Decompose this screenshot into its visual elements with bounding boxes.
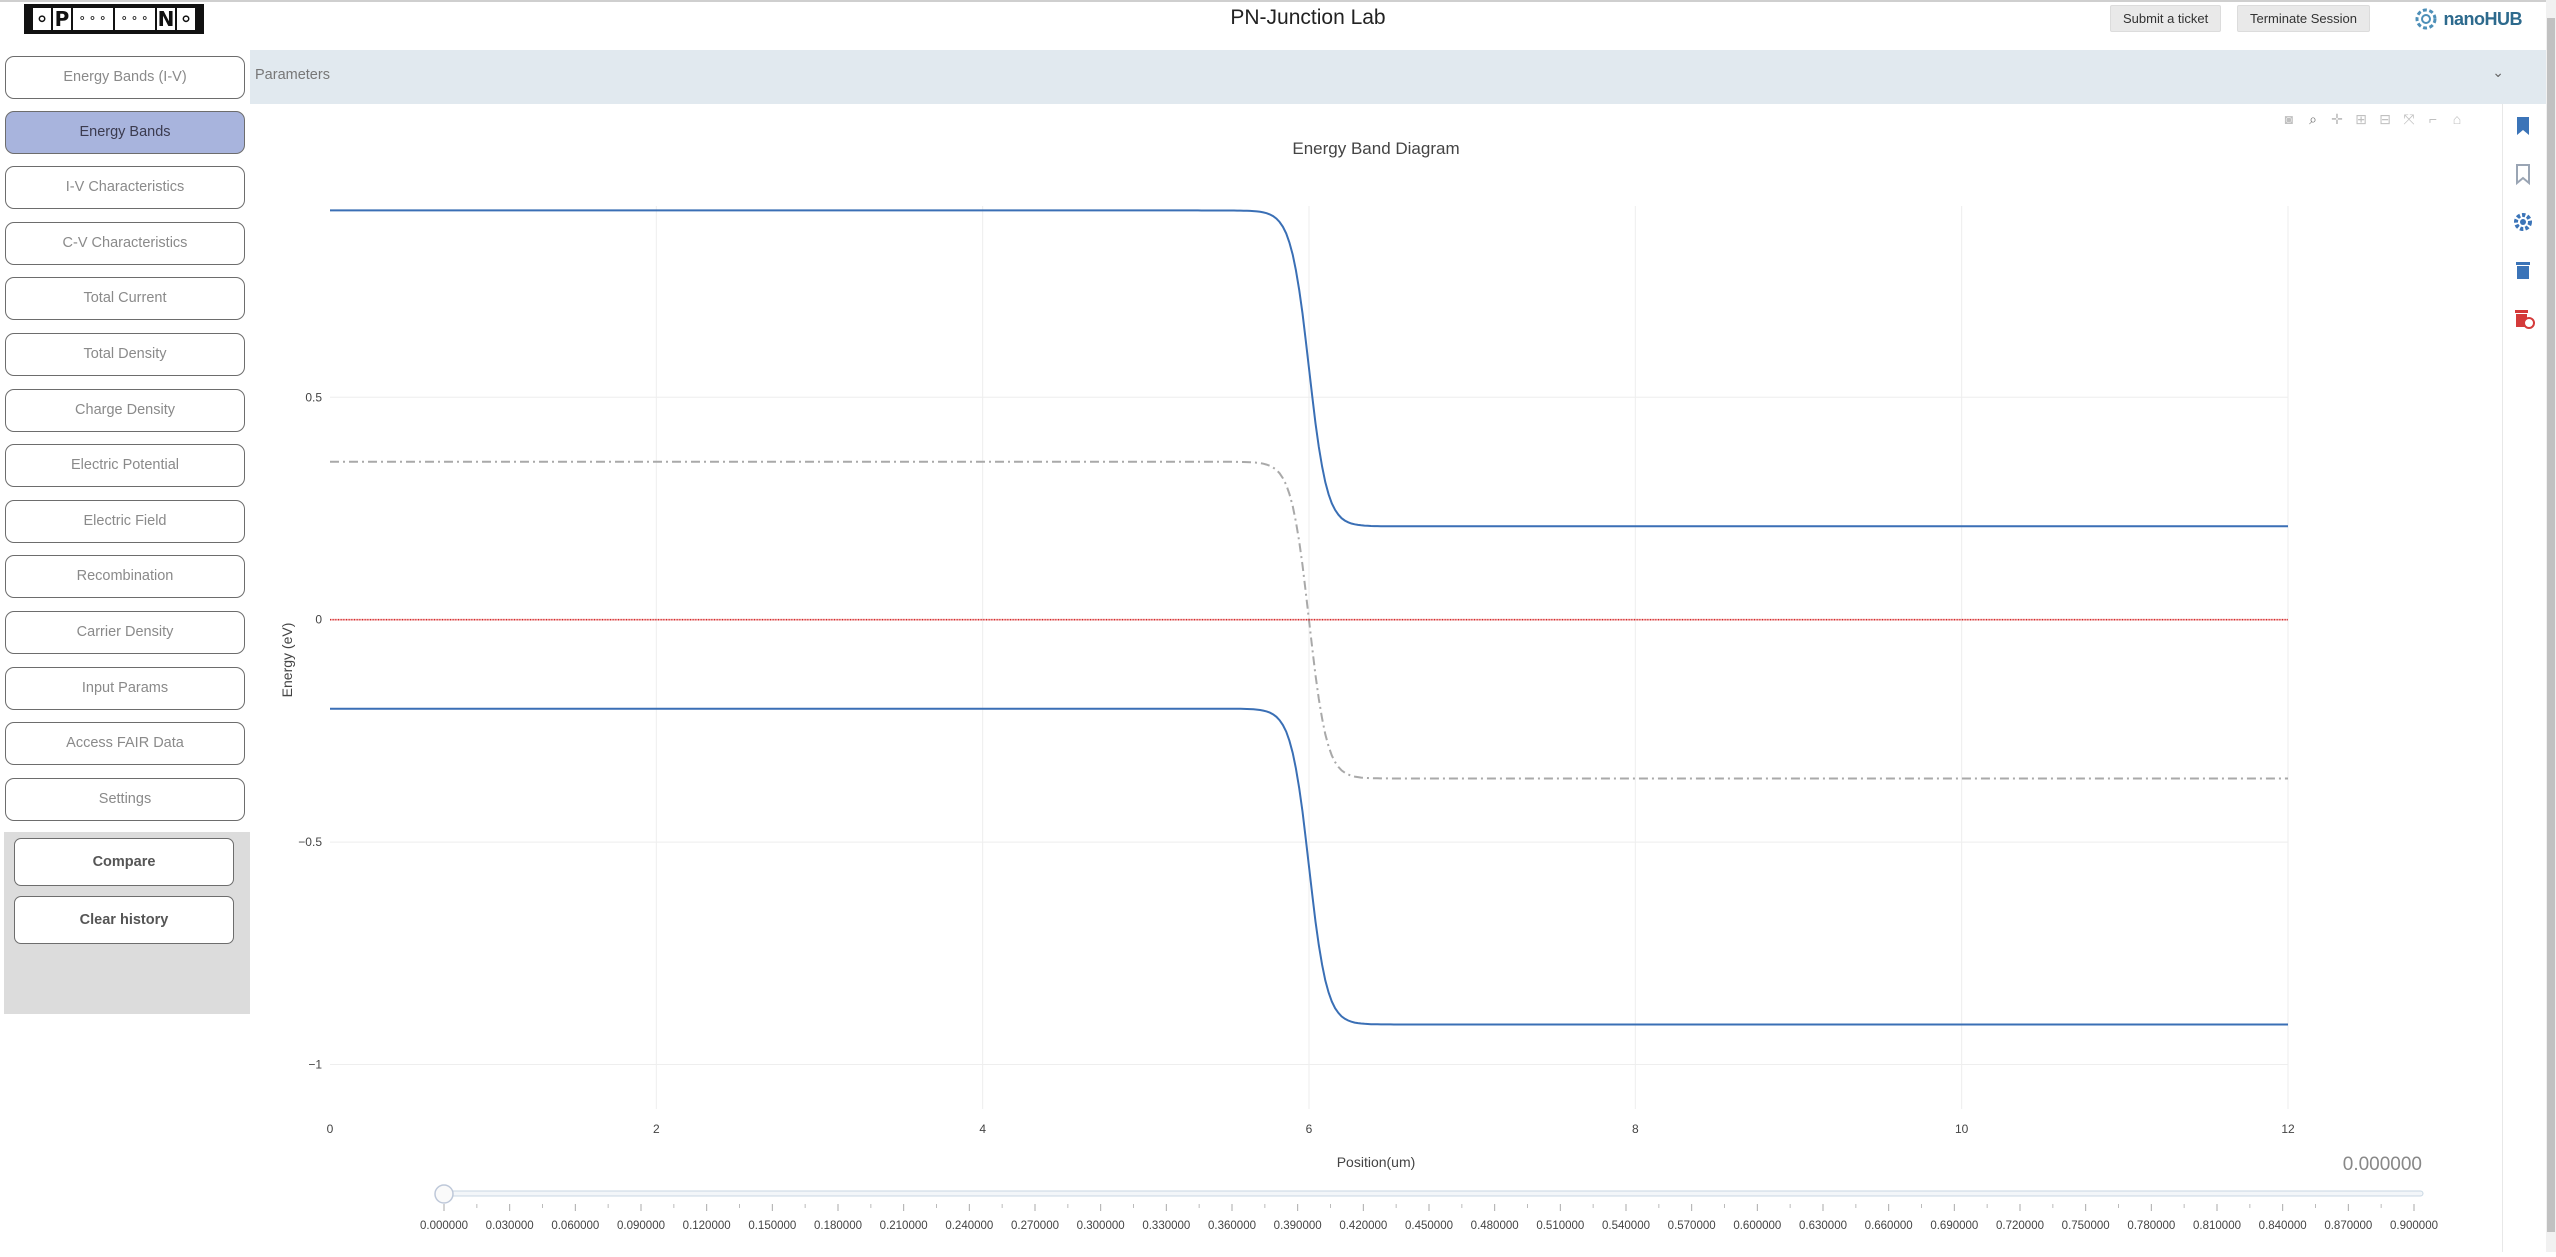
slider-tick-label: 0.240000 (945, 1220, 993, 1232)
slider-tick-label: 0.810000 (2193, 1220, 2241, 1232)
parameters-accordion[interactable]: Parameters ⌄ (250, 50, 2546, 104)
slider-tick-label: 0.090000 (617, 1220, 665, 1232)
slider-tick-label: 0.270000 (1011, 1220, 1059, 1232)
slider-tick-label: 0.840000 (2259, 1220, 2307, 1232)
y-tick-label: 0 (315, 613, 322, 627)
y-axis-label: Energy (eV) (279, 623, 295, 698)
sidebar-item-iv-characteristics[interactable]: I-V Characteristics (5, 166, 245, 209)
pan-icon[interactable]: ✛ (2328, 110, 2346, 128)
x-tick-label: 12 (2281, 1122, 2295, 1136)
slider-ticks: 0.000000 0.030000 0.060000 0.090000 0.120000… (420, 1204, 2438, 1232)
slider-tick-label: 0.630000 (1799, 1220, 1847, 1232)
sidebar-item-charge-density[interactable]: Charge Density (5, 389, 245, 432)
page-scrollbar[interactable] (2546, 0, 2556, 1252)
zoom-icon[interactable]: ⌕ (2304, 110, 2322, 128)
camera-icon[interactable]: ◙ (2280, 110, 2298, 128)
trash-clock-icon[interactable] (2511, 306, 2535, 330)
slider-tick-label: 0.000000 (420, 1220, 468, 1232)
sidebar-item-carrier-density[interactable]: Carrier Density (5, 611, 245, 654)
zoom-in-icon[interactable]: ⊞ (2352, 110, 2370, 128)
slider-track[interactable] (443, 1191, 2423, 1196)
sidebar-item-energy-bands[interactable]: Energy Bands (5, 111, 245, 154)
chart-title: Energy Band Diagram (1292, 139, 1459, 158)
sidebar-item-energy-bands-iv[interactable]: Energy Bands (I-V) (5, 56, 245, 99)
slider-tick-label: 0.300000 (1077, 1220, 1125, 1232)
sidebar-item-recombination[interactable]: Recombination (5, 555, 245, 598)
energy-band-plot[interactable]: ◙ ⌕ ✛ ⊞ ⊟ ⤧ ⌐ ⌂ Energy Band Diagram 0 2 4 6… (250, 104, 2502, 1252)
x-tick-label: 8 (1632, 1122, 1639, 1136)
chevron-down-icon: ⌄ (2492, 64, 2504, 81)
grid-layer (330, 206, 2288, 1109)
x-tick-label: 6 (1306, 1122, 1313, 1136)
chart-canvas: Energy Band Diagram 0 2 4 6 8 10 120.50−0.5−1 … (250, 104, 2502, 1252)
home-icon[interactable]: ⌂ (2448, 110, 2466, 128)
gear-icon[interactable] (2511, 210, 2535, 234)
sidebar-item-total-current[interactable]: Total Current (5, 277, 245, 320)
slider-tick-label: 0.390000 (1274, 1220, 1322, 1232)
x-tick-label: 4 (979, 1122, 986, 1136)
y-tick-label: −1 (308, 1058, 322, 1072)
compare-button[interactable]: Compare (14, 838, 234, 886)
slider-tick-label: 0.030000 (486, 1220, 534, 1232)
bookmark-filled-icon[interactable] (2511, 114, 2535, 138)
slider-tick-label: 0.120000 (683, 1220, 731, 1232)
submit-ticket-button[interactable]: Submit a ticket (2110, 5, 2221, 32)
slider-tick-label: 0.420000 (1339, 1220, 1387, 1232)
slider-tick-label: 0.570000 (1668, 1220, 1716, 1232)
sidebar-item-electric-field[interactable]: Electric Field (5, 500, 245, 543)
nanohub-label: nanoHUB (2444, 9, 2523, 30)
sidebar-item-electric-potential[interactable]: Electric Potential (5, 444, 245, 487)
slider-tick-label: 0.510000 (1536, 1220, 1584, 1232)
slider-tick-label: 0.480000 (1471, 1220, 1519, 1232)
scrollbar-thumb[interactable] (2547, 18, 2555, 1232)
trash-icon[interactable] (2511, 258, 2535, 282)
parameters-label: Parameters (255, 67, 330, 83)
plot-modebar: ◙ ⌕ ✛ ⊞ ⊟ ⤧ ⌐ ⌂ (2280, 110, 2466, 128)
sidebar-item-input-params[interactable]: Input Params (5, 667, 245, 710)
clear-history-button[interactable]: Clear history (14, 896, 234, 944)
reset-axes-icon[interactable]: ⌐ (2424, 110, 2442, 128)
sidebar: Energy Bands (I-V) Energy Bands I-V Char… (0, 48, 250, 1252)
slider-tick-label: 0.750000 (2062, 1220, 2110, 1232)
slider-tick-label: 0.660000 (1865, 1220, 1913, 1232)
zoom-out-icon[interactable]: ⊟ (2376, 110, 2394, 128)
slider-tick-label: 0.690000 (1930, 1220, 1978, 1232)
x-tick-label: 0 (327, 1122, 334, 1136)
slider-tick-label: 0.450000 (1405, 1220, 1453, 1232)
slider-tick-label: 0.060000 (551, 1220, 599, 1232)
slider-tick-label: 0.780000 (2127, 1220, 2175, 1232)
sidebar-item-cv-characteristics[interactable]: C-V Characteristics (5, 222, 245, 265)
nanohub-gear-icon (2412, 5, 2440, 33)
slider-tick-label: 0.150000 (748, 1220, 796, 1232)
sidebar-item-total-density[interactable]: Total Density (5, 333, 245, 376)
slider-tick-label: 0.870000 (2324, 1220, 2372, 1232)
tool-strip (2502, 104, 2546, 1252)
top-bar: ⚬ P ⚬⚬⚬ ⚬⚬⚬ N ⚬ PN-Junction Lab Submit a… (0, 0, 2556, 36)
slider-tick-label: 0.720000 (1996, 1220, 2044, 1232)
autoscale-icon[interactable]: ⤧ (2400, 110, 2418, 128)
terminate-session-button[interactable]: Terminate Session (2237, 5, 2370, 32)
sidebar-item-settings[interactable]: Settings (5, 778, 245, 821)
x-tick-label: 10 (1955, 1122, 1969, 1136)
history-panel: Compare Clear history (4, 832, 250, 1014)
slider-tick-label: 0.330000 (1142, 1220, 1190, 1232)
y-tick-label: 0.5 (305, 390, 322, 404)
slider-tick-label: 0.210000 (880, 1220, 928, 1232)
x-axis-label: Position(um) (1337, 1154, 1416, 1170)
bookmark-outline-icon[interactable] (2511, 162, 2535, 186)
slider-tick-label: 0.360000 (1208, 1220, 1256, 1232)
slider-tick-label: 0.600000 (1733, 1220, 1781, 1232)
sidebar-item-access-fair-data[interactable]: Access FAIR Data (5, 722, 245, 765)
slider-value-display: 0.000000 (2343, 1154, 2422, 1175)
y-tick-label: −0.5 (298, 835, 322, 849)
nanohub-brand[interactable]: nanoHUB (2412, 4, 2523, 34)
x-tick-label: 2 (653, 1122, 660, 1136)
slider-tick-label: 0.540000 (1602, 1220, 1650, 1232)
slider-tick-label: 0.900000 (2390, 1220, 2438, 1232)
slider-tick-label: 0.180000 (814, 1220, 862, 1232)
slider-handle[interactable] (435, 1185, 453, 1203)
